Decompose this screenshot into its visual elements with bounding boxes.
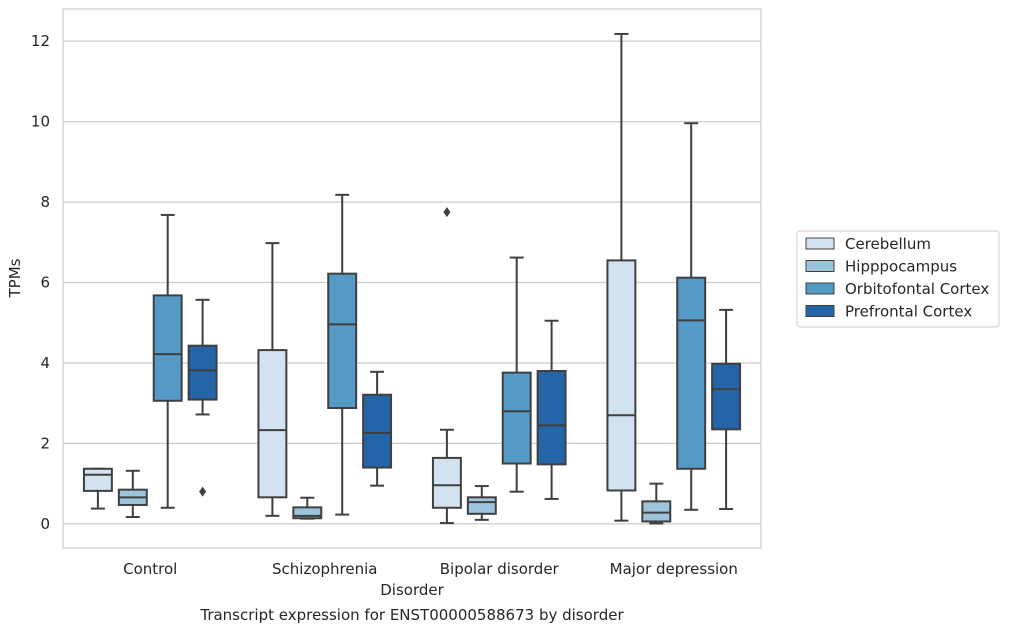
legend-frame [796, 230, 1000, 328]
box-cerebellum [82, 467, 113, 510]
x-tick-labels: Control Schizophrenia Bipolar disorder Majo… [123, 560, 738, 578]
box-iqr [152, 294, 183, 402]
boxes [82, 32, 742, 525]
legend-label: Hipppocampus [845, 258, 957, 276]
box-iqr [362, 393, 393, 469]
box-prefrontal-cortex [536, 319, 567, 500]
y-tick-label: 4 [40, 354, 50, 372]
x-tick-label: Bipolar disorder [440, 560, 560, 578]
legend-label: Cerebellum [845, 235, 931, 253]
legend-swatch [805, 305, 835, 317]
box-iqr [606, 259, 637, 492]
y-tick-label: 0 [40, 515, 50, 533]
box-hipppocampus [641, 482, 672, 525]
plot-frame [62, 8, 762, 549]
box-iqr [501, 371, 532, 465]
box-prefrontal-cortex [362, 370, 393, 487]
box-iqr [257, 349, 288, 499]
box-iqr [641, 500, 672, 523]
box-orbitofontal-cortex [327, 193, 358, 516]
box-orbitofontal-cortex [152, 213, 183, 509]
y-tick-label: 10 [31, 113, 50, 131]
y-tick-labels: 0 2 4 6 8 10 12 [31, 32, 50, 533]
box-cerebellum [257, 242, 288, 517]
box-iqr [187, 344, 218, 401]
legend: Cerebellum Hipppocampus Orbitofontal Corte… [796, 230, 1000, 328]
box-iqr [711, 362, 742, 431]
box-prefrontal-cortex [187, 298, 218, 497]
legend-label: Orbitofontal Cortex [845, 280, 989, 298]
box-iqr [292, 506, 323, 520]
x-axis-label: Disorder [380, 581, 444, 599]
y-tick-label: 2 [40, 434, 50, 452]
box-hipppocampus [117, 469, 148, 519]
y-tick-label: 6 [40, 274, 50, 292]
y-tick-label: 12 [31, 32, 50, 50]
outlier-point [443, 207, 451, 218]
box-hipppocampus [466, 485, 497, 521]
box-iqr [676, 276, 707, 470]
x-tick-label: Control [123, 560, 177, 578]
x-tick-label: Schizophrenia [272, 560, 377, 578]
box-hipppocampus [292, 496, 323, 520]
legend-label: Prefrontal Cortex [845, 303, 972, 321]
box-orbitofontal-cortex [501, 256, 532, 493]
legend-swatch [805, 282, 835, 295]
y-tick-label: 8 [40, 193, 50, 211]
box-iqr [536, 370, 567, 466]
legend-swatch [805, 237, 835, 250]
figure-caption: Transcript expression for ENST0000058867… [200, 606, 624, 624]
box-prefrontal-cortex [711, 308, 742, 510]
y-axis-label: TPMs [6, 258, 24, 298]
box-iqr [82, 467, 113, 492]
x-tick-label: Major depression [610, 560, 738, 578]
box-cerebellum [606, 32, 637, 522]
box-iqr [431, 456, 462, 509]
box-iqr [327, 272, 358, 410]
box-iqr [466, 496, 497, 515]
box-cerebellum [431, 207, 462, 525]
legend-swatch [805, 260, 835, 272]
box-orbitofontal-cortex [676, 122, 707, 511]
outlier-point [199, 486, 207, 497]
